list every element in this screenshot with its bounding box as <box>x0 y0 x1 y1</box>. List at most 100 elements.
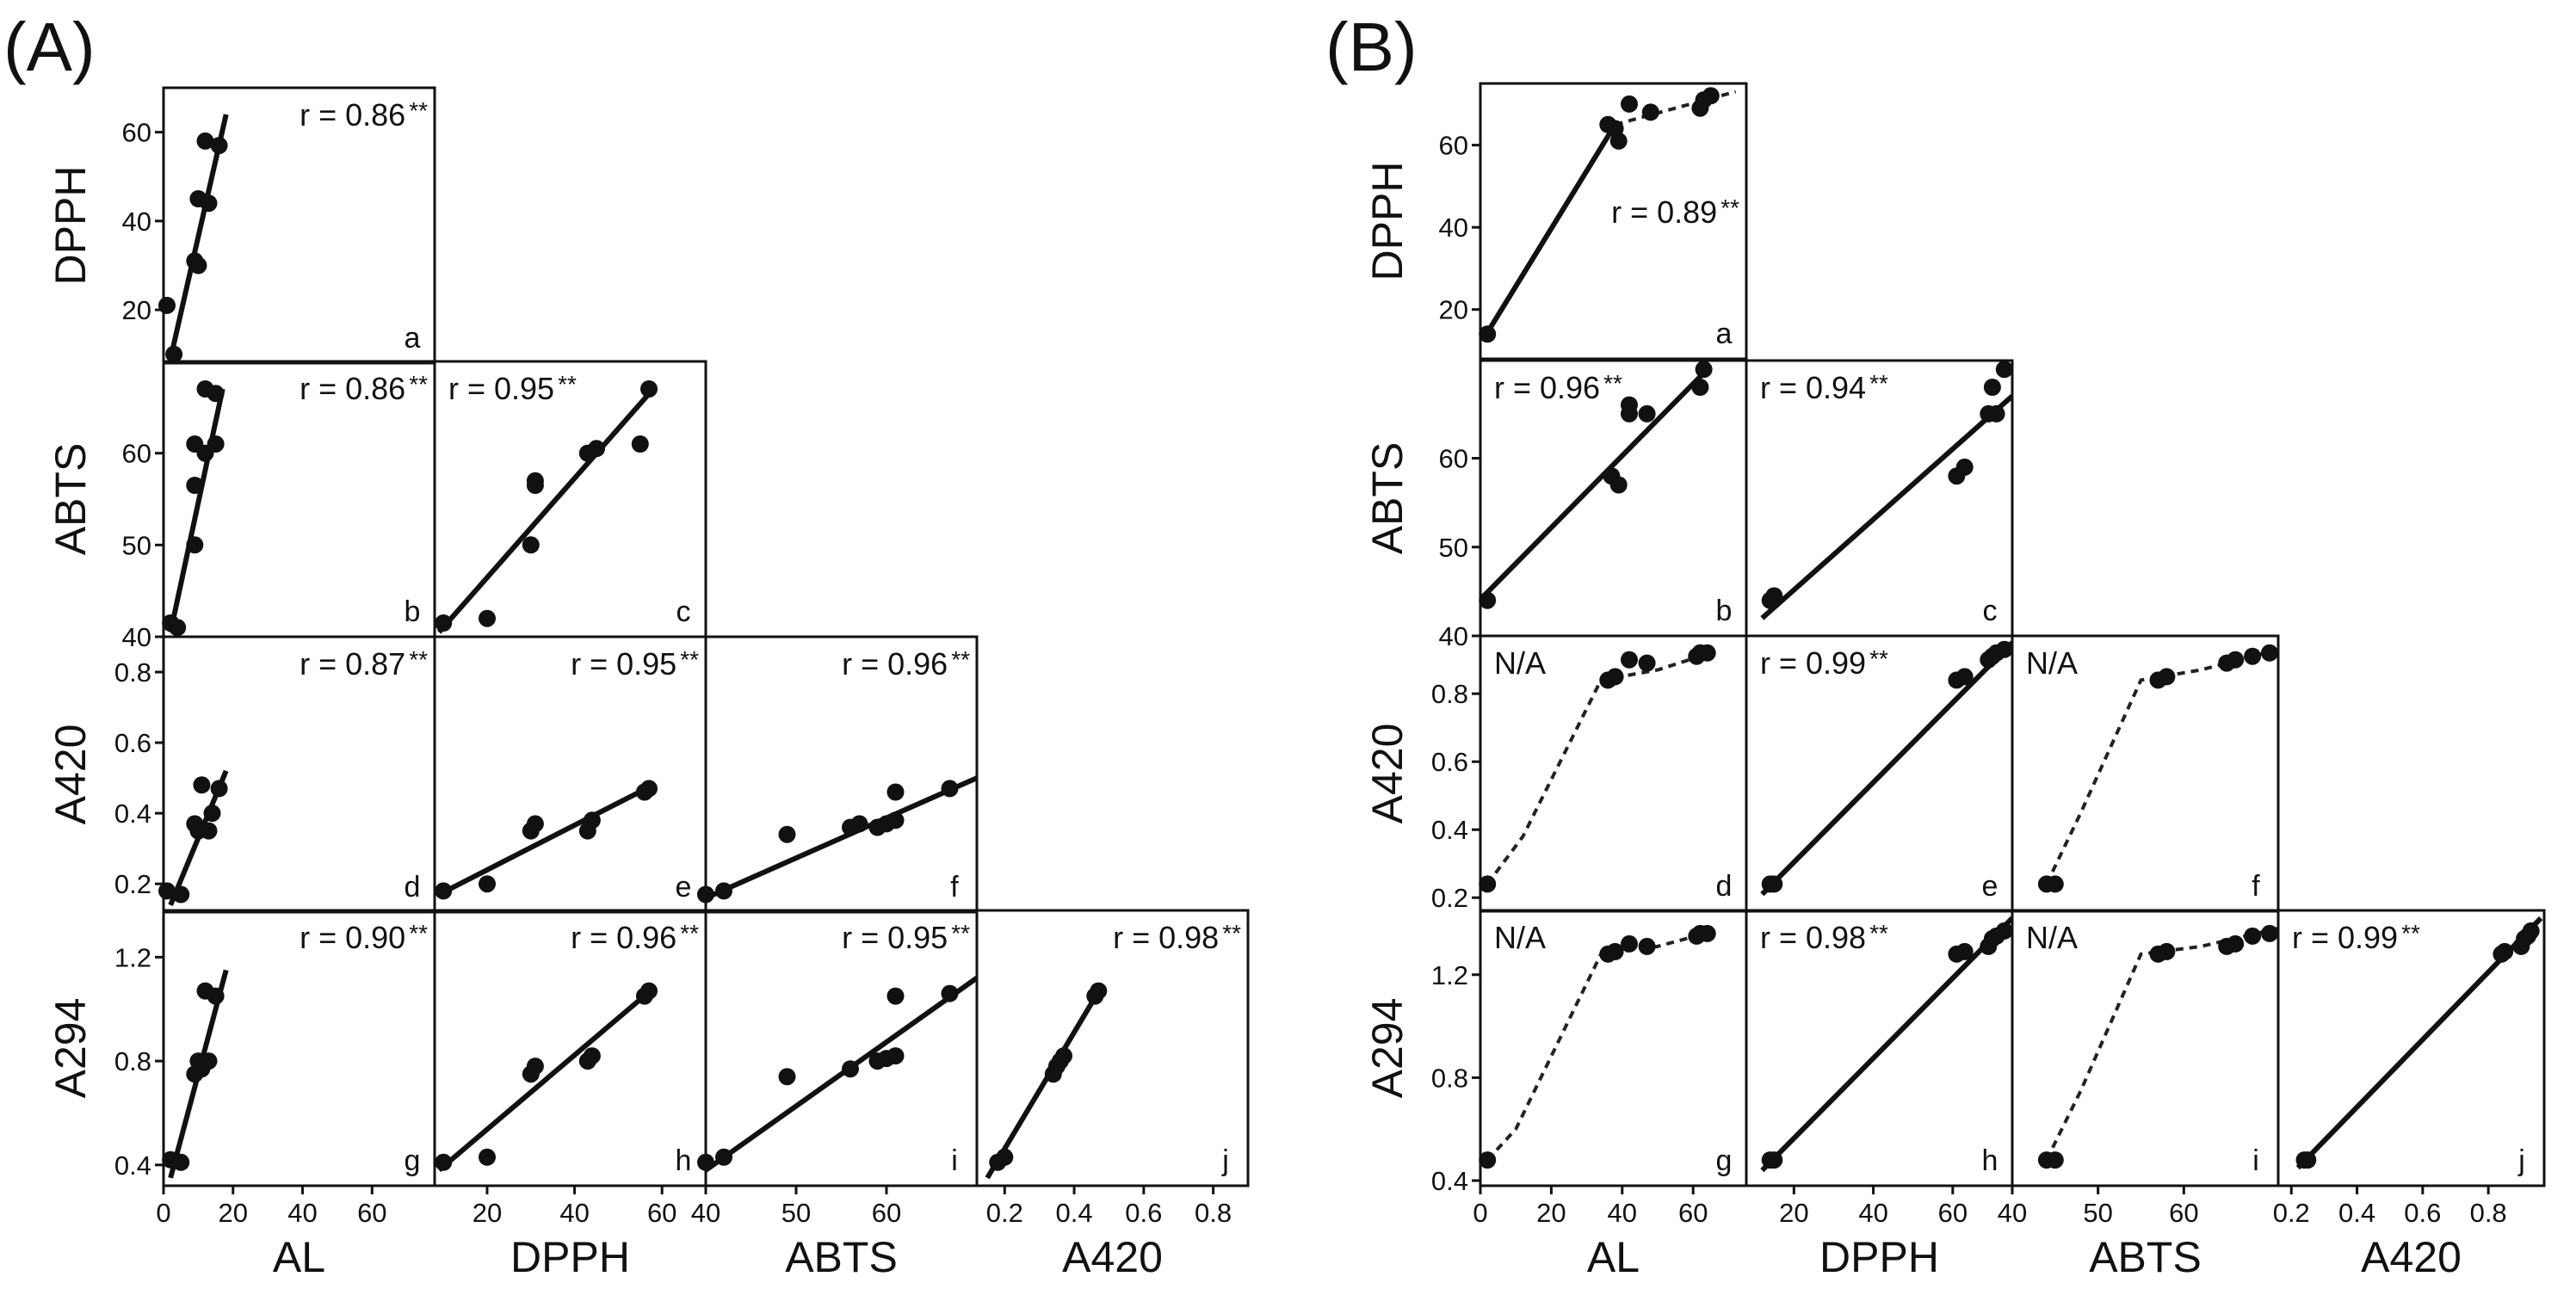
fit-line <box>1760 394 2012 620</box>
y-tick-label: 1.2 <box>1431 960 1468 990</box>
data-point <box>2496 942 2514 960</box>
y-tick-label: 50 <box>1439 533 1468 563</box>
x-axis-title: A420 <box>1062 1233 1163 1281</box>
subplot-letter: f <box>2252 870 2260 903</box>
y-tick-label: 0.4 <box>114 799 151 829</box>
data-point <box>200 194 218 213</box>
y-tick-label: 0.4 <box>1431 1166 1468 1196</box>
y-axis-title: A294 <box>1363 998 1412 1099</box>
fit-line <box>706 775 977 901</box>
subplot-f: r = 0.96 ** f <box>697 635 979 914</box>
data-point <box>210 780 228 798</box>
r-value: r = 0.86 <box>300 97 405 133</box>
subplot-letter: h <box>676 1144 692 1177</box>
y-tick-label: 50 <box>122 530 151 560</box>
correlation-label: N/A <box>1494 920 1546 955</box>
data-point <box>196 132 214 150</box>
data-point <box>1765 875 1783 893</box>
x-axis-title: DPPH <box>510 1233 630 1281</box>
r-value: r = 0.90 <box>300 920 405 955</box>
correlation-label: r = 0.98 ** <box>1113 920 1241 955</box>
subplot-frame <box>1479 82 1748 361</box>
fit-line-dashed <box>2045 647 2278 885</box>
subplot-letter: c <box>1983 595 1998 627</box>
data-point <box>2046 1151 2064 1169</box>
data-point <box>435 882 453 900</box>
y-tick-label: 0.6 <box>1431 747 1468 777</box>
r-value: r = 0.86 <box>300 371 405 406</box>
data-point <box>715 882 732 900</box>
data-point <box>1765 587 1783 605</box>
data-point <box>210 137 228 155</box>
data-point <box>2244 927 2262 945</box>
y-axis-title: A420 <box>46 725 95 825</box>
data-point <box>941 984 959 1002</box>
fit-line <box>1760 916 2012 1173</box>
data-point <box>1621 396 1638 414</box>
y-tick-label: 0.4 <box>1431 815 1468 845</box>
subplot-frame <box>975 909 1250 1187</box>
significance-mark: ** <box>558 371 577 398</box>
data-point <box>200 1052 218 1070</box>
fit-line <box>1481 367 1709 598</box>
subplot-letter: f <box>950 871 959 904</box>
data-point <box>2046 875 2064 893</box>
fit-line <box>168 388 225 633</box>
x-tick-label: 40 <box>1998 1198 2027 1228</box>
x-tick-label: 0.4 <box>2338 1198 2375 1228</box>
x-tick-label: 20 <box>1536 1198 1566 1228</box>
correlation-label: r = 0.96 ** <box>571 920 699 955</box>
correlation-label: r = 0.95 ** <box>571 646 699 682</box>
subplot-h: r = 0.98 ** h 20 40 60 <box>1745 909 2014 1228</box>
data-point <box>1765 1151 1783 1169</box>
data-point <box>640 780 658 798</box>
subplot-frame <box>704 635 979 914</box>
data-point <box>479 875 496 893</box>
data-point <box>941 780 959 798</box>
subplot-letter: a <box>1716 318 1733 350</box>
subplot-frame <box>162 86 436 365</box>
data-point <box>1479 1151 1497 1169</box>
fit-line <box>437 782 655 897</box>
data-point <box>1621 934 1638 953</box>
correlation-label: r = 0.96 ** <box>842 646 970 682</box>
data-point <box>1641 103 1659 121</box>
fit-line-dashed <box>2045 926 2278 1161</box>
x-tick-label: 50 <box>781 1198 811 1228</box>
subplot-g: N/A g 0.4 0.8 1.2 0 20 40 60 <box>1431 909 1748 1228</box>
panel-label-a: (A) <box>3 9 96 85</box>
correlation-label: r = 0.86 ** <box>300 371 428 406</box>
r-value: r = 0.95 <box>448 371 554 406</box>
data-point <box>479 1148 496 1166</box>
significance-mark: ** <box>951 646 970 673</box>
data-point <box>1638 937 1656 955</box>
data-point <box>2244 647 2262 665</box>
data-point <box>207 385 225 403</box>
subplot-letter: j <box>2517 1144 2525 1177</box>
subplot-letter: g <box>1716 1144 1733 1177</box>
subplot-letter: c <box>676 595 691 628</box>
subplot-letter: e <box>676 871 692 904</box>
significance-mark: ** <box>2401 920 2420 947</box>
data-point <box>158 882 176 900</box>
significance-mark: ** <box>1222 920 1241 947</box>
data-point <box>207 987 225 1005</box>
significance-mark: ** <box>409 97 428 124</box>
x-tick-label: 0.6 <box>1125 1198 1162 1228</box>
y-tick-label: 40 <box>122 207 151 237</box>
data-point <box>697 885 714 904</box>
x-tick-label: 50 <box>2083 1198 2112 1228</box>
correlation-label: r = 0.96 ** <box>1494 370 1622 405</box>
y-tick-label: 60 <box>122 118 151 148</box>
data-point <box>1695 361 1713 379</box>
data-point <box>1698 924 1716 942</box>
x-axis-title: A420 <box>2361 1233 2462 1281</box>
subplot-a: r = 0.86 ** a 20 40 60 <box>122 86 436 365</box>
significance-mark: ** <box>1869 920 1888 947</box>
y-tick-label: 20 <box>1439 295 1468 325</box>
fit-line <box>168 114 229 360</box>
r-value: r = 0.99 <box>2292 920 2398 955</box>
data-point <box>193 776 211 794</box>
data-point <box>842 1060 859 1078</box>
